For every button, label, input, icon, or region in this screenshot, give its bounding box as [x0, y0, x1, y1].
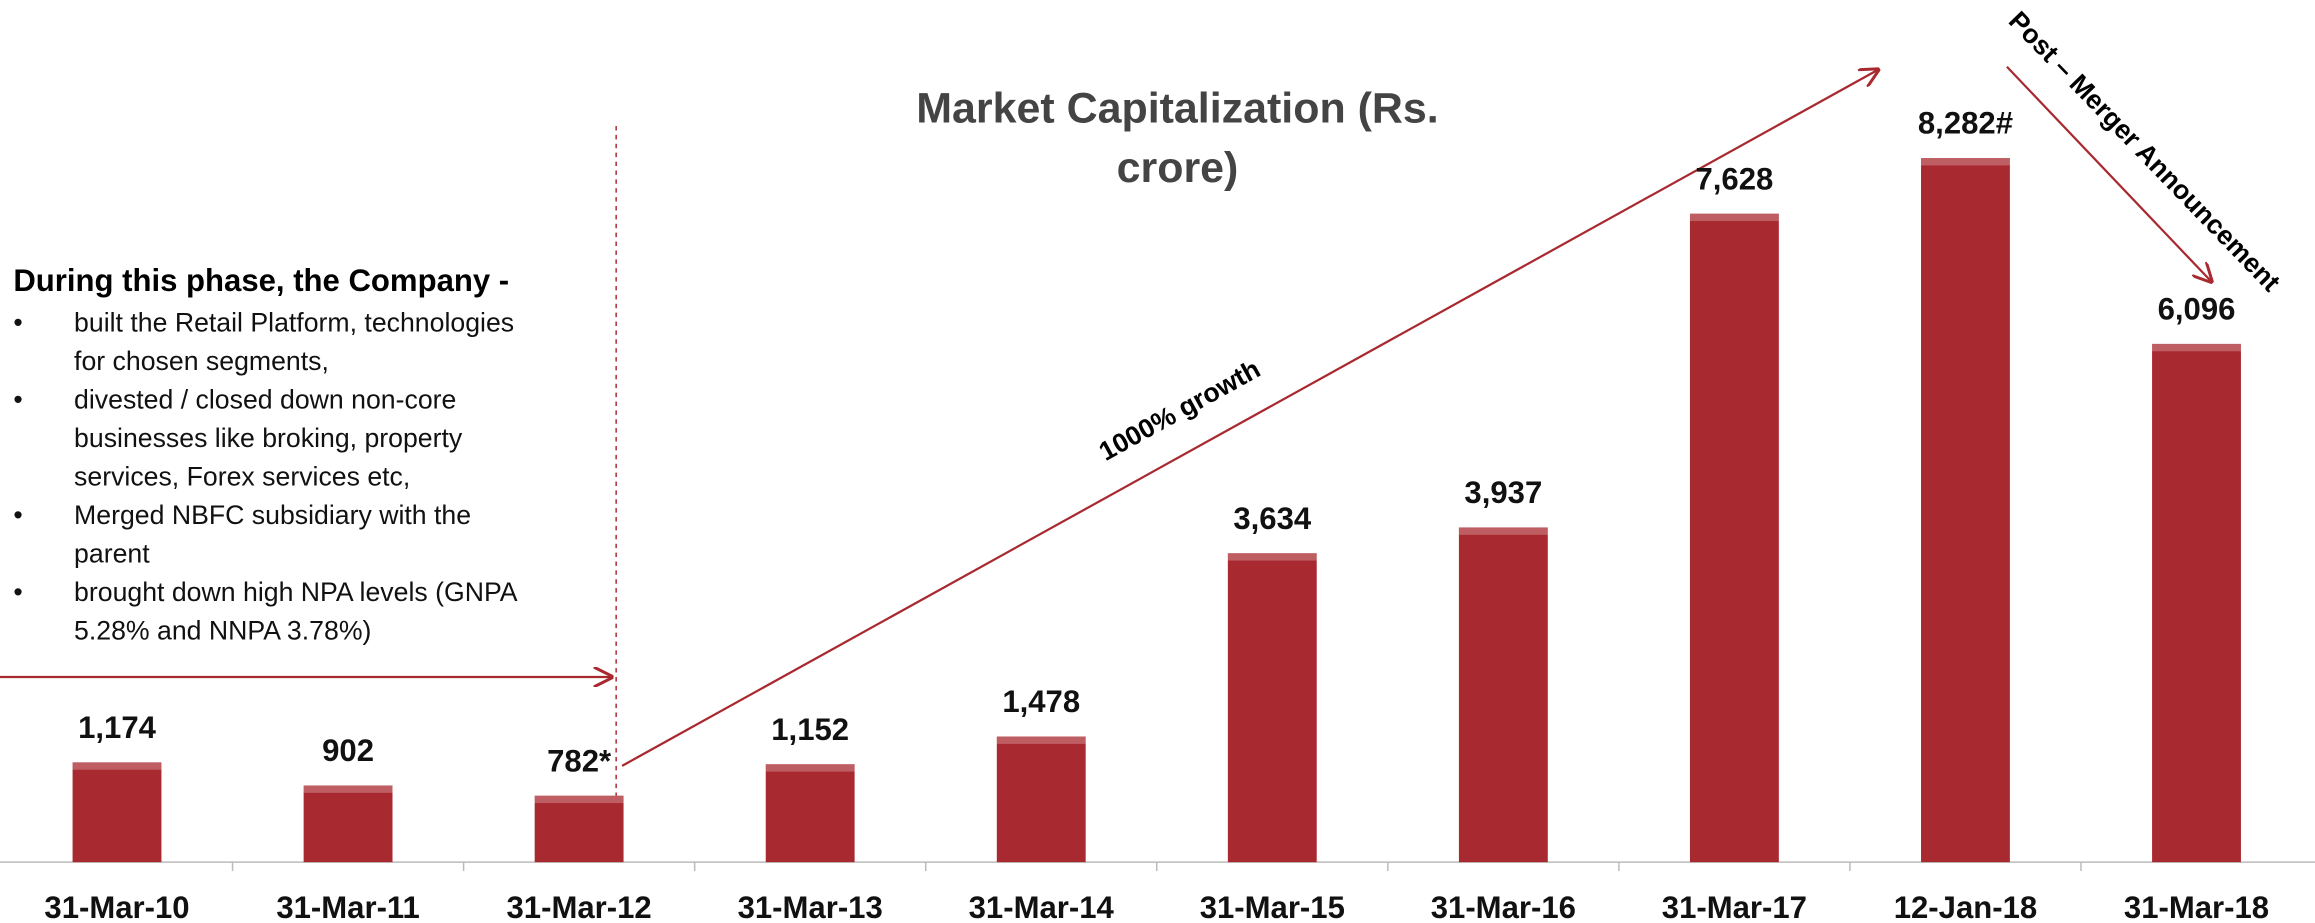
bullet-dot: • [13, 308, 22, 338]
x-tick-label: 31-Mar-17 [1662, 890, 1807, 923]
value-label: 902 [322, 733, 374, 768]
chart-title: Market Capitalization (Rs. [916, 85, 1439, 133]
bar-cap [996, 736, 1086, 744]
bar-cap [303, 785, 393, 793]
bar [72, 762, 162, 863]
phase-heading: During this phase, the Company - [13, 263, 509, 298]
bar-cap [72, 762, 162, 770]
x-tick-label: 31-Mar-14 [969, 890, 1115, 923]
bar [1921, 158, 2010, 863]
bar [2152, 343, 2241, 863]
value-label: 3,634 [1233, 501, 1312, 536]
x-tick-label: 31-Mar-13 [738, 890, 883, 923]
x-tick-label: 31-Mar-18 [2124, 890, 2269, 923]
bullet-text: built the Retail Platform, technologies [74, 308, 514, 338]
bullet-text: services, Forex services etc, [74, 462, 410, 492]
bullet-text: businesses like broking, property [74, 423, 463, 453]
value-label: 1,478 [1002, 684, 1080, 719]
bullet-text: divested / closed down non-core [74, 385, 456, 415]
bar [303, 785, 393, 863]
bullet-text: 5.28% and NNPA 3.78%) [74, 616, 371, 646]
growth-arrow [621, 70, 1878, 767]
value-label: 7,628 [1695, 161, 1773, 196]
x-tick-label: 31-Mar-12 [507, 890, 652, 923]
bar-cap [1689, 213, 1779, 222]
value-label: 6,096 [2158, 292, 2236, 327]
bar [996, 736, 1086, 863]
bullet-text: brought down high NPA levels (GNPA [74, 577, 518, 607]
bullet-text: Merged NBFC subsidiary with the [74, 500, 471, 530]
bullet-text: for chosen segments, [74, 346, 329, 376]
x-tick-label: 31-Mar-16 [1431, 890, 1576, 923]
bar-cap [1227, 553, 1317, 561]
value-label: 1,174 [78, 710, 157, 745]
bar-cap [2152, 343, 2241, 352]
x-tick-label: 12-Jan-18 [1894, 890, 2037, 923]
bullet-dot: • [13, 385, 22, 415]
bullet-dot: • [13, 500, 22, 530]
value-label: 782* [547, 743, 612, 778]
bullet-dot: • [13, 577, 22, 607]
bar-cap [534, 795, 624, 804]
bar [1689, 213, 1779, 863]
x-tick-label: 31-Mar-15 [1200, 890, 1345, 923]
bar [765, 764, 855, 863]
merger-arrow [2006, 66, 2211, 282]
value-label: 8,282# [1918, 106, 2013, 141]
value-label: 1,152 [771, 712, 849, 747]
bar [534, 795, 624, 863]
chart-title: crore) [1117, 144, 1239, 192]
value-label: 3,937 [1464, 475, 1542, 510]
bar-cap [1921, 158, 2010, 166]
x-tick-label: 31-Mar-10 [44, 890, 189, 923]
merger-label: Post – Merger Announcement [2003, 5, 2286, 297]
growth-label: 1000% growth [1094, 354, 1265, 467]
x-tick-label: 31-Mar-11 [276, 890, 419, 923]
bar-cap [1458, 527, 1548, 535]
bullet-text: parent [74, 539, 150, 569]
bar [1458, 527, 1548, 863]
bar-cap [765, 764, 855, 772]
bar [1227, 553, 1317, 863]
